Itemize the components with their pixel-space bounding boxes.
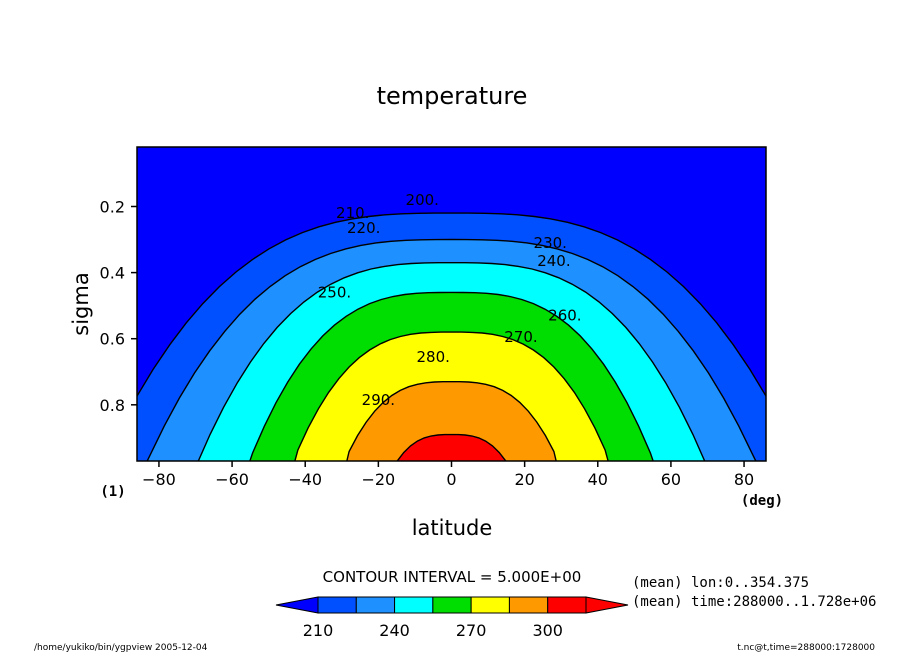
x-tick-label: −60 [215, 470, 249, 489]
x-tick-label: −40 [288, 470, 322, 489]
contour-label-240: 240. [537, 252, 570, 270]
contour-line-290 [396, 433, 507, 461]
footer-path: /home/yukiko/bin/ygpview 2005-12-04 [34, 643, 208, 653]
colorbar-over-arrow [585, 596, 629, 614]
colorbar-segment [432, 596, 472, 614]
colorbar-tick-label: 300 [532, 621, 563, 640]
contour-line-260 [249, 291, 654, 461]
chart-title: temperature [377, 82, 528, 110]
colorbar-tick-label: 240 [379, 621, 410, 640]
contour-label-220: 220. [347, 219, 380, 237]
contour-label-260: 260. [548, 307, 581, 325]
y-tick-label: 0.4 [100, 264, 125, 283]
x-tick-label: −80 [142, 470, 176, 489]
contour-label-280: 280. [417, 348, 450, 366]
colorbar-segment [317, 596, 357, 614]
note-lon-mean: (mean) lon:0..354.375 [632, 575, 809, 591]
x-tick-label: 0 [446, 470, 456, 489]
x-tick-label: 80 [734, 470, 754, 489]
contour-interval-label: CONTOUR INTERVAL = 5.000E+00 [323, 568, 582, 586]
x-tick-label: 20 [514, 470, 534, 489]
contour-label-250: 250. [318, 283, 351, 301]
contour-line-240 [146, 238, 757, 461]
contour-label-270: 270. [504, 328, 537, 346]
colorbar-segment [394, 596, 434, 614]
y-tick-label: 0.2 [100, 197, 125, 216]
colorbar-under-arrow [275, 596, 319, 614]
x-tick-label: 60 [661, 470, 681, 489]
footer-file-info: t.nc@t,time=288000:1728000 [737, 643, 875, 653]
contour-label-200: 200. [406, 191, 439, 209]
x-tick-label: −20 [361, 470, 395, 489]
x-axis-units: (deg) [741, 493, 783, 509]
contour-line-220 [137, 212, 766, 398]
x-tick-label: 40 [588, 470, 608, 489]
contour-line-270 [294, 331, 609, 461]
contour-line-250 [197, 262, 706, 461]
colorbar-segment [508, 596, 549, 614]
band-280 [346, 381, 557, 461]
note-time-mean: (mean) time:288000..1.728e+06 [632, 594, 876, 610]
colorbar-tick-label: 210 [303, 621, 334, 640]
contour-label-290: 290. [362, 391, 395, 409]
y-corner-label: (1) [100, 484, 125, 500]
colorbar-segment [355, 596, 396, 614]
colorbar-segment [470, 596, 510, 614]
x-axis-label: latitude [412, 516, 493, 540]
contour-label-230: 230. [534, 234, 567, 252]
y-tick-label: 0.6 [100, 330, 125, 349]
y-tick-label: 0.8 [100, 396, 125, 415]
y-axis-label: sigma [69, 272, 93, 335]
colorbar [275, 596, 629, 614]
colorbar-tick-label: 270 [456, 621, 487, 640]
contour-label-210: 210. [336, 204, 369, 222]
band-290 [397, 434, 506, 461]
colorbar-segment [547, 596, 587, 614]
contour-line-280 [346, 381, 557, 461]
contour-field [137, 147, 766, 461]
